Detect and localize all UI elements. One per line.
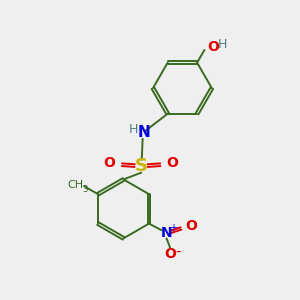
Text: H: H — [129, 123, 139, 136]
Text: S: S — [135, 157, 148, 175]
Text: CH: CH — [68, 180, 84, 190]
Text: -: - — [176, 244, 181, 259]
Text: H: H — [218, 38, 227, 51]
Text: O: O — [185, 218, 197, 233]
Text: +: + — [169, 223, 177, 233]
Text: O: O — [207, 40, 219, 54]
Text: O: O — [164, 247, 176, 261]
Text: O: O — [167, 156, 178, 170]
Text: N: N — [138, 125, 151, 140]
Text: N: N — [161, 226, 172, 240]
Text: O: O — [104, 156, 116, 170]
Text: 3: 3 — [82, 185, 88, 194]
